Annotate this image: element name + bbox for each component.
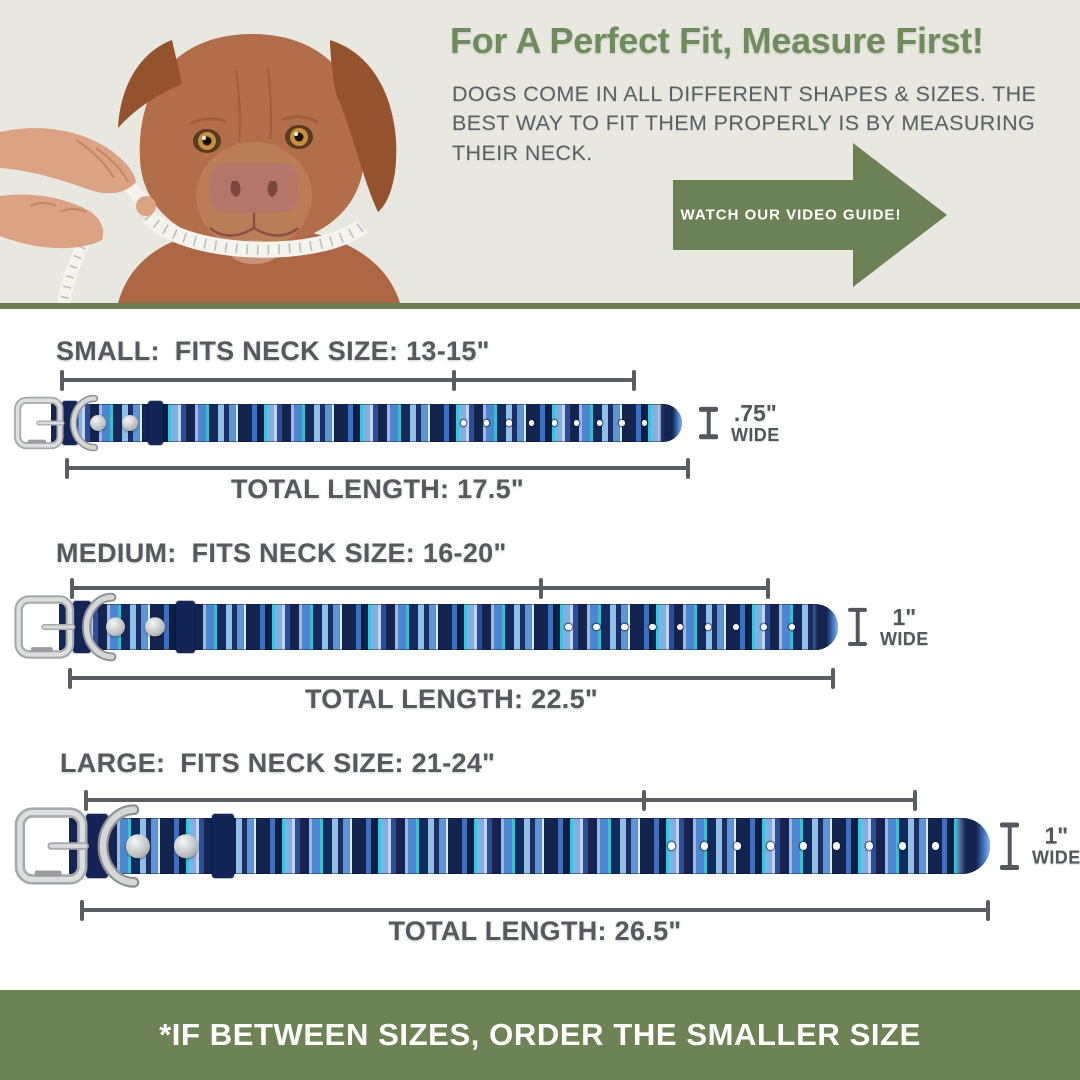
total-length-bracket (68, 668, 835, 689)
size-label: MEDIUM: (56, 538, 177, 568)
d-ring-icon (82, 592, 117, 662)
neck-size-label: FITS NECK SIZE: 21-24" (180, 748, 496, 778)
adjustment-holes (667, 818, 940, 874)
header-section: For A Perfect Fit, Measure First! DOGS C… (0, 0, 1080, 303)
arrow-head-icon (853, 143, 947, 287)
total-length-bracket (80, 900, 990, 921)
rivet-icon (89, 415, 106, 431)
neck-size-label: FITS NECK SIZE: 16-20" (191, 538, 507, 568)
width-ibeam-icon (848, 607, 867, 647)
width-unit: WIDE (1032, 847, 1080, 868)
rivet-icon (122, 415, 139, 431)
width-indicator: .75" WIDE (699, 401, 780, 445)
width-unit: WIDE (731, 424, 780, 445)
collar-strap (59, 600, 838, 654)
d-ring-icon (70, 394, 99, 452)
keeper-band (211, 814, 235, 878)
intro-text: DOGS COME IN ALL DIFFERENT SHAPES & SIZE… (452, 82, 1037, 165)
width-indicator: 1" WIDE (848, 605, 929, 649)
total-length-label: TOTAL LENGTH: 17.5" (230, 474, 525, 504)
d-ring-icon (97, 804, 139, 888)
size-heading: MEDIUM: FITS NECK SIZE: 16-20" (56, 538, 507, 569)
collar-strap (51, 401, 682, 445)
buckle-icon (14, 807, 89, 885)
buckle-icon (14, 396, 65, 450)
rivet-icon (174, 834, 198, 858)
buckle-icon (14, 595, 76, 659)
width-ibeam-icon (1000, 822, 1019, 869)
video-guide-cta[interactable]: WATCH OUR VIDEO GUIDE! (673, 143, 947, 287)
dog-measuring-photo (0, 0, 440, 303)
collar-image-small (13, 394, 682, 452)
width-indicator: 1" WIDE (1000, 822, 1080, 869)
rivet-icon (145, 617, 165, 637)
collar-image-large (13, 804, 990, 888)
footer-banner: *IF BETWEEN SIZES, ORDER THE SMALLER SIZ… (0, 990, 1080, 1080)
total-length-label: TOTAL LENGTH: 22.5" (304, 684, 599, 714)
page-title: For A Perfect Fit, Measure First! (450, 20, 984, 61)
collar-image-medium (13, 592, 838, 662)
size-label: LARGE: (60, 748, 166, 778)
total-length-label: TOTAL LENGTH: 26.5" (388, 916, 682, 946)
sizing-chart: SMALL: FITS NECK SIZE: 13-15" (0, 309, 1080, 990)
total-length-bracket (65, 458, 690, 479)
keeper-band (147, 401, 164, 445)
collar-strap (69, 814, 990, 878)
size-row-medium: MEDIUM: FITS NECK SIZE: 16-20" (0, 538, 1080, 726)
width-value: 1" (1044, 822, 1069, 849)
neck-size-label: FITS NECK SIZE: 13-15" (174, 336, 490, 366)
neck-size-bracket (60, 370, 636, 391)
width-value: .75" (733, 399, 777, 426)
keeper-band (176, 600, 195, 654)
width-value: 1" (892, 603, 917, 630)
size-heading: SMALL: FITS NECK SIZE: 13-15" (56, 336, 490, 367)
size-row-small: SMALL: FITS NECK SIZE: 13-15" (0, 336, 1080, 512)
rivet-icon (105, 617, 126, 637)
rivet-icon (126, 834, 150, 858)
green-divider (0, 303, 1080, 309)
neck-size-bracket (70, 578, 770, 599)
adjustment-holes (565, 604, 796, 650)
width-ibeam-icon (699, 407, 718, 439)
collar-tip (658, 404, 682, 442)
sizing-note: *IF BETWEEN SIZES, ORDER THE SMALLER SIZ… (159, 1017, 921, 1052)
width-unit: WIDE (880, 628, 929, 649)
adjustment-holes (461, 404, 648, 442)
collar-tip (955, 818, 990, 874)
size-row-large: LARGE: FITS NECK SIZE: 21-24" (0, 748, 1080, 956)
video-guide-label: WATCH OUR VIDEO GUIDE! (680, 206, 902, 224)
size-heading: LARGE: FITS NECK SIZE: 21-24" (60, 748, 495, 779)
arrow-body (673, 180, 853, 250)
collar-tip (809, 604, 838, 650)
neck-size-bracket (84, 790, 917, 811)
size-label: SMALL: (56, 336, 160, 366)
